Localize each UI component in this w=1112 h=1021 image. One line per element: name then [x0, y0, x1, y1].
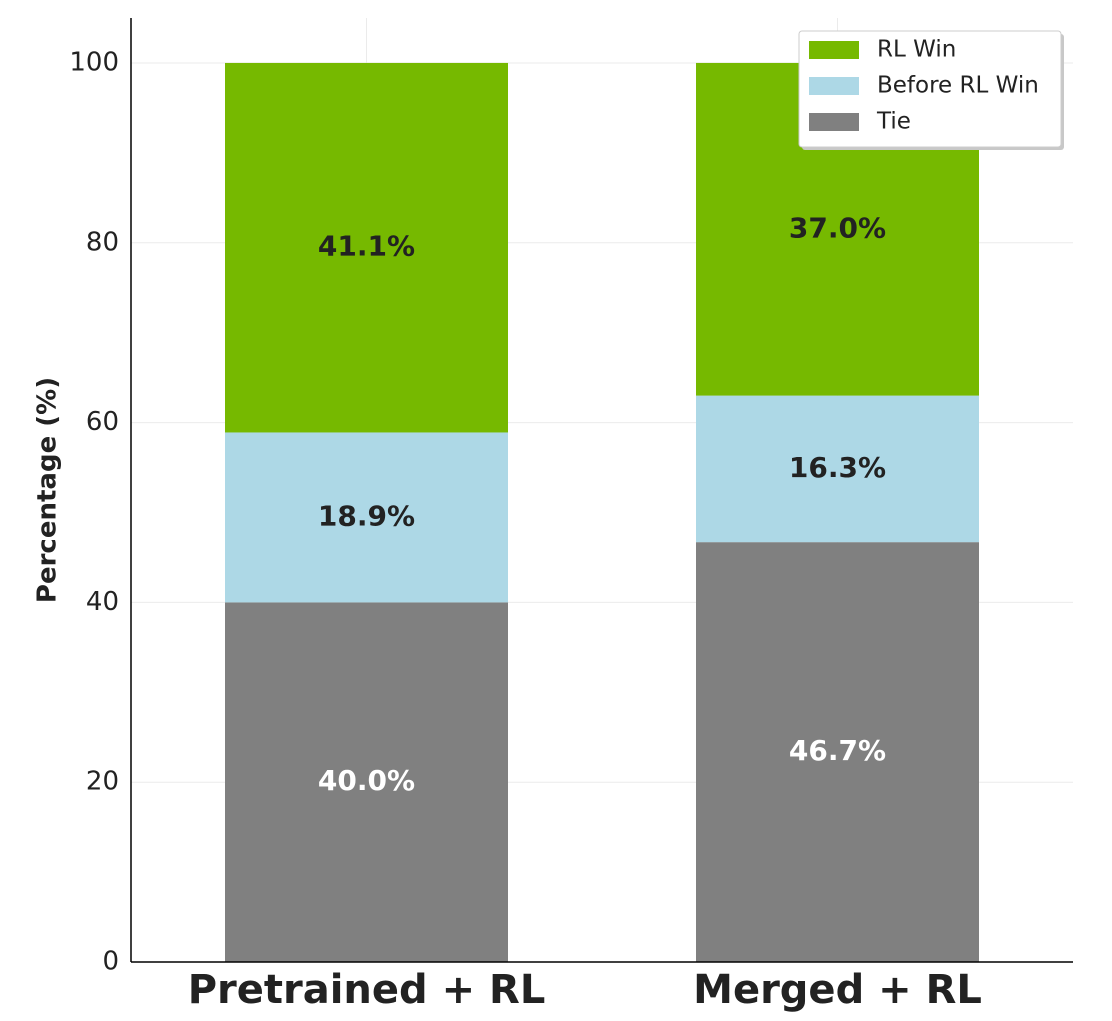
legend-swatch-before-rl-win	[809, 77, 859, 95]
y-tick-label-40: 40	[86, 587, 119, 617]
data-label-tie-merged-rl: 46.7%	[789, 734, 886, 767]
data-label-tie-pretrained-rl: 40.0%	[318, 764, 415, 797]
x-tick-label-merged-rl: Merged + RL	[693, 967, 982, 1013]
legend-swatch-rl-win	[809, 41, 859, 59]
legend-swatch-tie	[809, 113, 859, 131]
y-ticks: 0 20 40 60 80 100	[69, 47, 119, 976]
data-label-rl-win-pretrained-rl: 41.1%	[318, 230, 415, 263]
data-label-before-rl-win-pretrained-rl: 18.9%	[318, 499, 415, 532]
legend-label-tie: Tie	[876, 109, 911, 135]
legend-box	[798, 30, 1062, 148]
axes	[130, 18, 1073, 963]
data-label-rl-win-merged-rl: 37.0%	[789, 211, 886, 244]
bar-tie-pretrained-rl	[225, 602, 508, 962]
bar-tie-merged-rl	[696, 542, 979, 962]
y-tick-label-100: 100	[69, 47, 119, 77]
legend-label-before-rl-win: Before RL Win	[877, 73, 1039, 99]
legend-label-rl-win: RL Win	[877, 37, 956, 63]
bar-before-rl-win-pretrained-rl	[225, 432, 508, 603]
bars: 40.0% 18.9% 41.1% 46.7% 16.3% 37.0%	[225, 62, 979, 962]
x-tick-label-pretrained-rl: Pretrained + RL	[188, 967, 546, 1013]
y-tick-label-60: 60	[86, 407, 119, 437]
data-label-before-rl-win-merged-rl: 16.3%	[789, 451, 886, 484]
y-axis-label: Percentage (%)	[33, 377, 63, 603]
bar-rl-win-pretrained-rl	[225, 62, 508, 433]
bar-before-rl-win-merged-rl	[696, 395, 979, 543]
y-tick-label-20: 20	[86, 767, 119, 797]
y-tick-label-80: 80	[86, 227, 119, 257]
legend: RL Win Before RL Win Tie	[798, 30, 1064, 150]
y-tick-label-0: 0	[102, 947, 119, 977]
x-ticks: Pretrained + RL Merged + RL	[188, 967, 982, 1013]
